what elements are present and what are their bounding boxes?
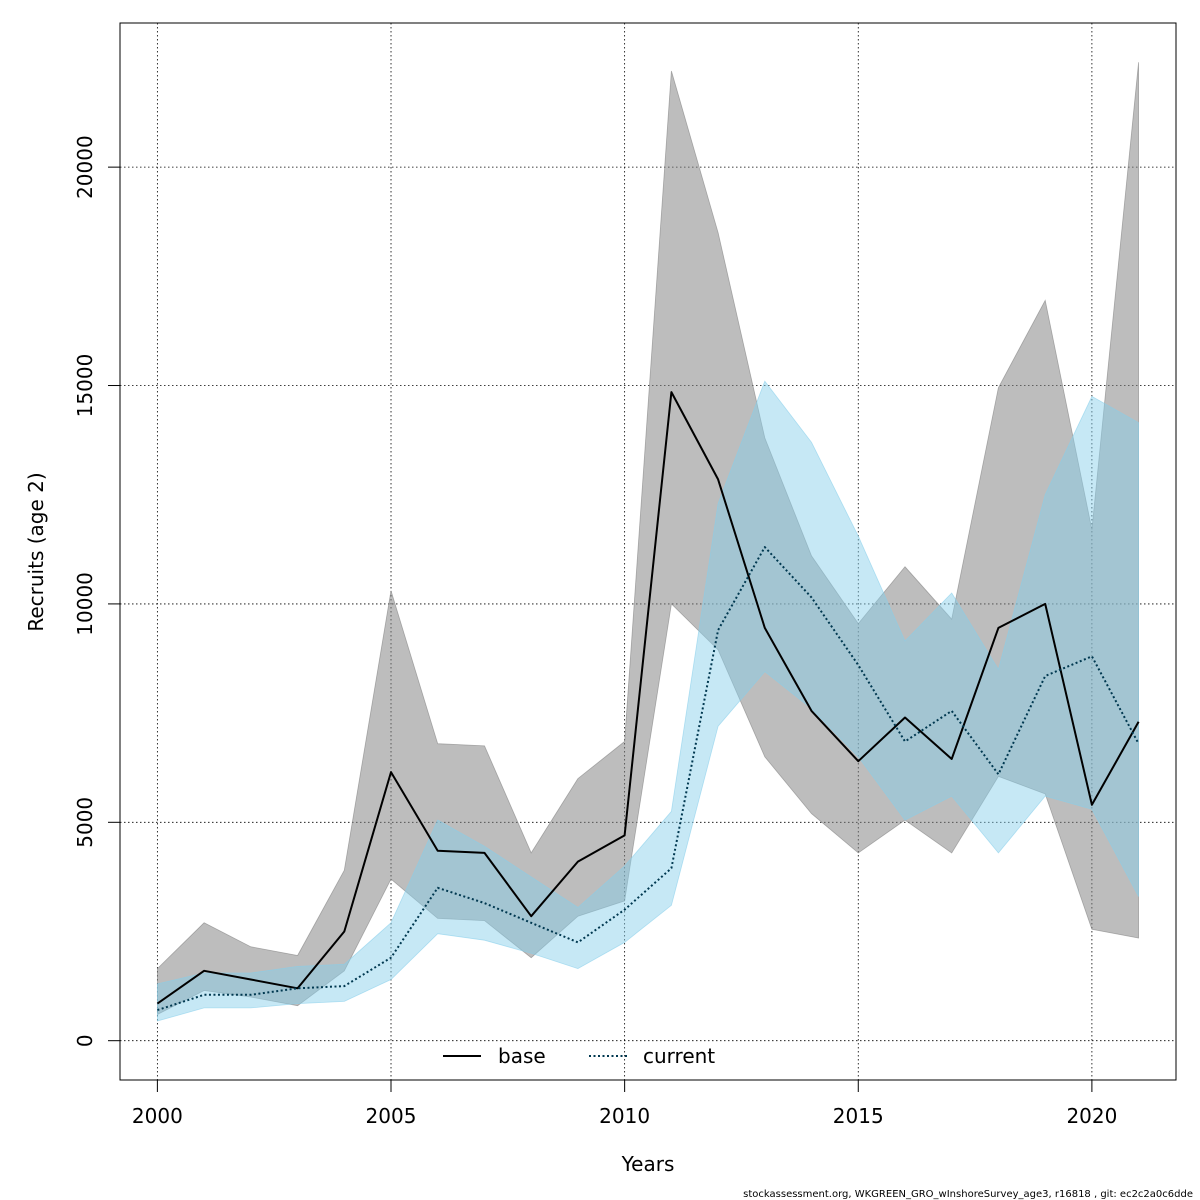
series-line-current (157, 546, 1140, 1012)
band-base (156, 62, 1139, 1016)
confidence-bands (156, 62, 1139, 1022)
y-tick-label-20000: 20000 (73, 135, 97, 199)
grid-lines (120, 23, 1176, 1080)
x-axis: 2000 2005 2010 2015 2020 (132, 1080, 1117, 1128)
y-tick-label-15000: 15000 (73, 354, 97, 418)
y-axis: 0 5000 10000 15000 20000 (73, 135, 120, 1047)
plot-frame (119, 22, 1177, 1081)
y-tick-label-0: 0 (73, 1034, 97, 1047)
x-tick-label-2005: 2005 (366, 1104, 417, 1128)
footer-credit: stockassessment.org, WKGREEN_GRO_wInshor… (743, 1189, 1193, 1200)
x-tick-label-2020: 2020 (1066, 1104, 1117, 1128)
x-tick-label-2015: 2015 (833, 1104, 884, 1128)
x-tick-label-2000: 2000 (132, 1104, 183, 1128)
series-line-base (156, 391, 1140, 1005)
x-tick-label-2010: 2010 (599, 1104, 650, 1128)
series-lines (156, 391, 1140, 1012)
legend-label-current: current (643, 1044, 715, 1068)
y-tick-label-10000: 10000 (73, 572, 97, 636)
x-axis-title: Years (621, 1152, 675, 1176)
band-current (156, 380, 1139, 1022)
legend: base current (443, 1044, 715, 1068)
legend-label-base: base (498, 1044, 546, 1068)
y-axis-title: Recruits (age 2) (24, 472, 48, 631)
y-tick-label-5000: 5000 (73, 797, 97, 848)
